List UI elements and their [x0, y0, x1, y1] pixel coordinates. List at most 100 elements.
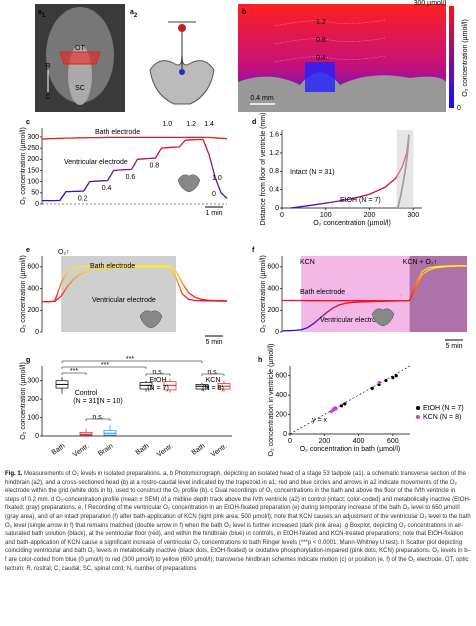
significance-label: n.s. [152, 369, 163, 376]
group-label: (N = 10) [97, 398, 122, 405]
end-position [179, 69, 185, 75]
depth-label: 1.0 [162, 121, 172, 128]
y-tick-label: 50 [31, 190, 39, 197]
y-tick-label: 0 [275, 205, 279, 212]
depth-label: 0.4 [102, 185, 112, 192]
y-tick-label: 0 [283, 431, 287, 438]
point [384, 378, 388, 383]
y-tick-label: 0 [275, 329, 279, 336]
panel-letter: g [26, 357, 30, 364]
identity-line [289, 365, 411, 435]
x-tick-label: Bath [135, 443, 151, 457]
trace [41, 136, 228, 140]
contour [274, 37, 386, 45]
x-tick-label: 0 [280, 212, 284, 219]
photo-label: OT [75, 45, 85, 52]
trace [42, 266, 228, 303]
y-tick-label: 0.4 [269, 186, 279, 193]
contour-label: 0.8 [316, 37, 326, 44]
significance-bracket [145, 373, 171, 376]
trapezoid [59, 51, 101, 65]
group-label: Control [75, 390, 98, 397]
panel-letter: c [26, 119, 30, 126]
series-label: Intact (N = 31) [290, 169, 335, 176]
group-label: EtOH [149, 377, 166, 384]
y-axis-label: O₂ concentration (µmol/l) [20, 127, 27, 205]
depth-label: 0.8 [149, 163, 159, 170]
significance-label: *** [126, 356, 134, 363]
panel-letter: d [252, 119, 256, 126]
panel-letter: a2 [130, 9, 138, 19]
y-tick-label: 200 [27, 156, 39, 163]
y-axis-label: O₂ concentration (µmol/l) [20, 362, 27, 440]
trace [397, 134, 410, 209]
photo-label: R [45, 63, 50, 70]
start-position [178, 24, 186, 32]
x-tick-label: Ventr. [210, 443, 229, 459]
y-tick-label: 100 [27, 178, 39, 185]
significance-bracket [61, 366, 147, 369]
ventricle [305, 62, 335, 92]
legend-label: EtOH (N = 7) [423, 405, 464, 412]
y-tick-label: 1.6 [269, 131, 279, 138]
significance-label: n.s. [92, 414, 103, 421]
y-tick-label: 200 [27, 307, 39, 314]
panel-letter: b [242, 9, 246, 16]
panel-letter: f [252, 247, 255, 254]
inset-label: 0 [212, 191, 216, 198]
inset-scheme [177, 174, 201, 193]
y-tick-label: 300 [27, 378, 39, 385]
y-tick-label: 0 [35, 201, 39, 208]
hindbrain-scheme [149, 55, 215, 105]
y-tick-label: 600 [275, 373, 287, 380]
depth-label: 0.2 [78, 195, 88, 202]
contour [274, 55, 386, 63]
depth-label: 0.6 [126, 174, 136, 181]
y-tick-label: 0 [35, 329, 39, 336]
stimulus-label: O₂↑ [58, 249, 70, 256]
point [343, 402, 347, 406]
y-axis-label: O₂ concentration (µmol/l) [20, 255, 27, 333]
y-axis-label: O₂ concentration (µmol/l) [260, 255, 267, 333]
y-tick-label: 250 [27, 145, 39, 152]
colorbar-label: 300 µmol/l [414, 0, 447, 7]
x-tick-label: 200 [364, 212, 376, 219]
legend-label: KCN (N = 8) [423, 414, 461, 421]
stimulus-label: KCN [300, 259, 315, 266]
significance-label: *** [101, 362, 109, 369]
x-tick-label: 0 [288, 438, 292, 445]
trace [282, 265, 467, 302]
legend-marker [416, 406, 420, 410]
significance-label: *** [70, 368, 78, 375]
trace [281, 265, 467, 332]
point [370, 386, 374, 390]
photo-label: SC [75, 85, 85, 92]
panel-letter: a1 [38, 9, 46, 19]
series-label: Ventricular electrode [64, 159, 128, 166]
series-label: EtOH (N = 7) [340, 197, 381, 204]
colorbar-title: O₂ concentration (µmol/l) [462, 19, 469, 97]
scalebar-label: 5 min [205, 339, 222, 346]
x-tick-label: Bath [51, 443, 67, 457]
significance-bracket [61, 372, 87, 375]
scalebar-label: 0.4 mm [250, 95, 274, 102]
x-tick-label: Ventr. [156, 443, 175, 459]
x-tick-label: 100 [320, 212, 332, 219]
x-axis-label: O₂ concentration in bath (µmol/l) [300, 446, 401, 453]
y-tick-label: 200 [27, 396, 39, 403]
contour-label: 0.4 [316, 55, 326, 62]
y-tick-label: 1.2 [269, 150, 279, 157]
colorbar-label: 0 [457, 105, 461, 112]
y-tick-label: 0.8 [269, 168, 279, 175]
trace [42, 265, 227, 303]
y-tick-label: 400 [275, 392, 287, 399]
y-tick-label: 0 [35, 433, 39, 440]
kcn-o2-area [409, 256, 467, 332]
x-tick-label: Brain [97, 443, 114, 458]
series-label: Bath electrode [90, 263, 135, 270]
significance-bracket [85, 418, 111, 421]
y-tick-label: 100 [27, 414, 39, 421]
y-tick-label: 600 [267, 264, 279, 271]
x-tick-label: Ventr. [72, 443, 91, 459]
significance-bracket [201, 373, 225, 376]
